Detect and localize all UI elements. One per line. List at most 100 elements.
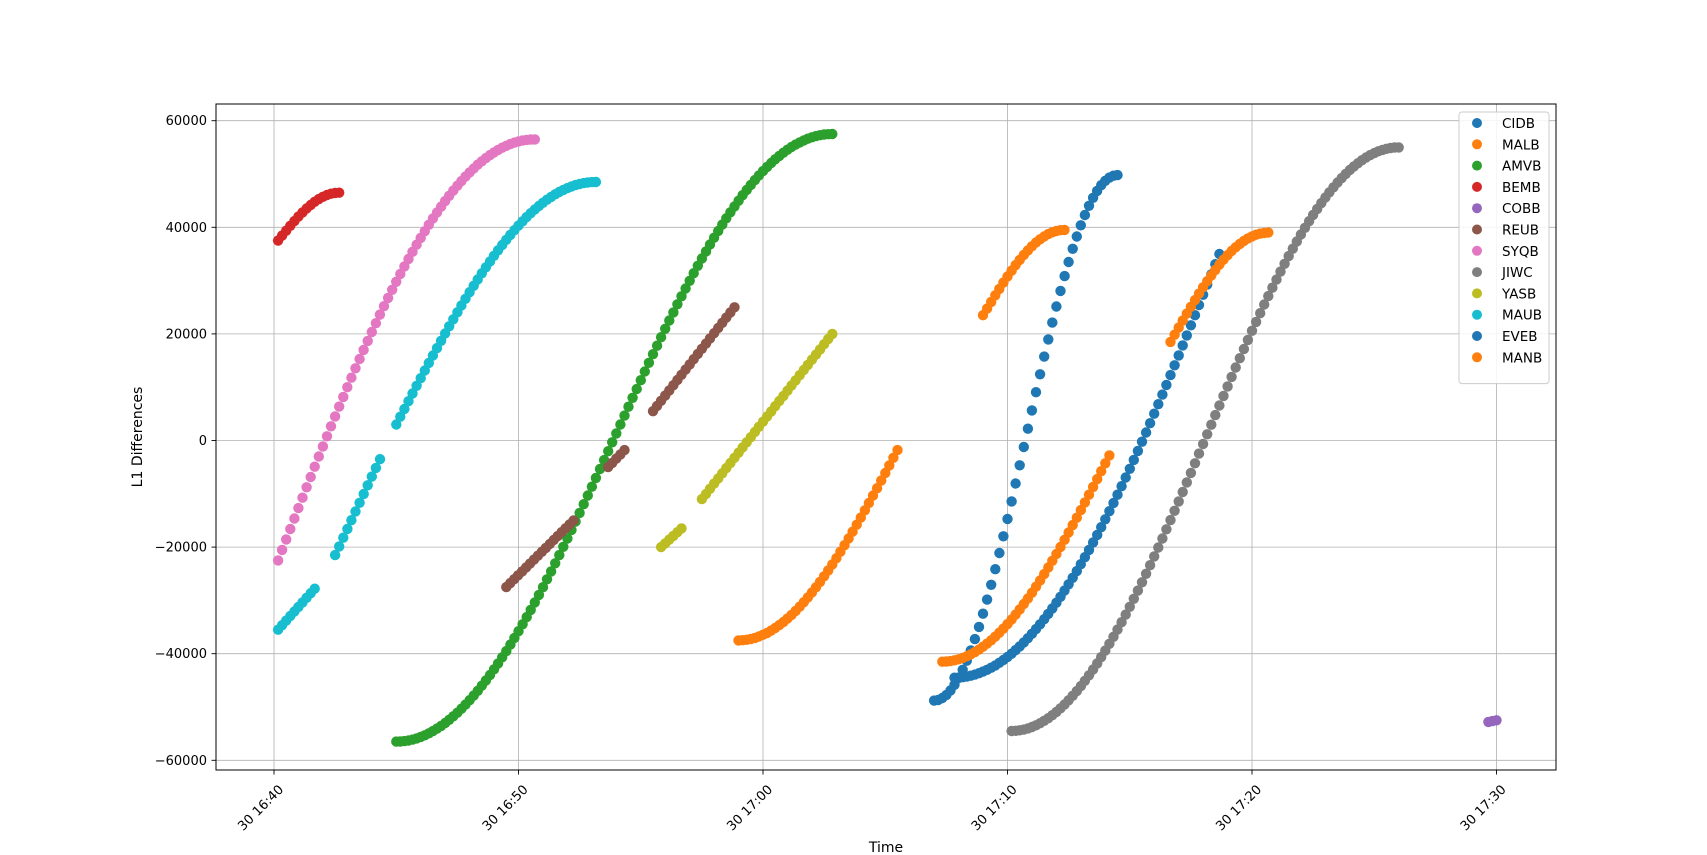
plot-area-frame bbox=[215, 103, 1557, 771]
data-point-jiwc bbox=[1206, 419, 1217, 430]
data-point-syqb bbox=[301, 482, 312, 493]
data-point-eveb bbox=[1112, 489, 1123, 500]
data-point-syqb bbox=[285, 523, 296, 535]
data-point-jiwc bbox=[1214, 400, 1225, 411]
data-point-amvb bbox=[594, 463, 606, 475]
legend-marker-bemb bbox=[1472, 181, 1482, 192]
legend-label-reub: REUB bbox=[1502, 223, 1539, 239]
data-point-eveb bbox=[1136, 436, 1148, 447]
data-point-reub bbox=[619, 444, 630, 456]
data-point-jiwc bbox=[1275, 266, 1286, 277]
data-point-eveb bbox=[1177, 340, 1188, 351]
data-point-amvb bbox=[676, 291, 687, 302]
data-point-syqb bbox=[366, 326, 377, 338]
legend: CIDB MALB AMVB BEMB COBB REUB SYQB JIWC YASB MAUB… bbox=[1458, 111, 1550, 385]
legend-marker-reub bbox=[1472, 224, 1482, 235]
data-point-cidb bbox=[1026, 405, 1038, 416]
data-point-syqb bbox=[281, 534, 292, 545]
legend-label-malb: MALB bbox=[1502, 137, 1540, 153]
data-point-jiwc bbox=[1279, 258, 1290, 269]
data-point-eveb bbox=[1100, 514, 1111, 525]
data-point-cidb bbox=[1039, 351, 1050, 362]
data-point-jiwc bbox=[1267, 282, 1278, 293]
legend-label-amvb: AMVB bbox=[1502, 159, 1541, 175]
data-point-syqb bbox=[309, 461, 320, 472]
legend-marker-cobb bbox=[1472, 203, 1482, 214]
data-point-maub bbox=[407, 388, 418, 399]
y-tick-label: 40000 bbox=[166, 221, 207, 236]
data-point-malb bbox=[888, 452, 899, 463]
data-point-jiwc bbox=[1124, 601, 1136, 612]
data-point-jiwc bbox=[1242, 334, 1254, 346]
data-point-manb bbox=[1083, 489, 1095, 500]
data-point-cidb bbox=[973, 621, 985, 633]
legend-marker-cidb bbox=[1472, 118, 1482, 128]
data-point-jiwc bbox=[1222, 381, 1233, 392]
legend-label-syqb: SYQB bbox=[1502, 244, 1539, 260]
data-point-jiwc bbox=[1238, 343, 1250, 355]
data-point-syqb bbox=[370, 318, 382, 329]
data-point-cidb bbox=[1051, 301, 1062, 312]
data-point-manb bbox=[1079, 497, 1091, 508]
data-point-amvb bbox=[574, 507, 585, 519]
data-point-jiwc bbox=[1185, 467, 1197, 479]
data-point-amvb bbox=[578, 499, 589, 510]
data-point-syqb bbox=[313, 451, 324, 462]
data-point-cidb bbox=[1034, 369, 1046, 380]
legend-marker-jiwc bbox=[1472, 267, 1482, 278]
data-point-syqb bbox=[387, 284, 398, 295]
data-point-manb bbox=[1075, 504, 1087, 516]
data-point-syqb bbox=[350, 363, 361, 374]
data-point-syqb bbox=[358, 344, 369, 356]
data-point-eveb bbox=[1144, 418, 1156, 429]
data-point-manb bbox=[1263, 227, 1274, 238]
data-point-maub bbox=[366, 471, 377, 482]
data-point-eveb bbox=[1157, 389, 1168, 400]
data-point-maub bbox=[403, 396, 414, 407]
data-point-eveb bbox=[1161, 379, 1172, 391]
data-point-yasb bbox=[827, 328, 838, 340]
legend-label-eveb: EVEB bbox=[1502, 329, 1538, 345]
data-point-jiwc bbox=[1161, 524, 1172, 535]
data-point-cidb bbox=[994, 547, 1005, 559]
data-point-maub bbox=[411, 380, 422, 391]
data-point-jiwc bbox=[1246, 325, 1258, 336]
data-point-syqb bbox=[395, 268, 406, 280]
data-point-eveb bbox=[1189, 310, 1201, 321]
data-point-jiwc bbox=[1271, 274, 1282, 285]
data-point-malb bbox=[892, 444, 903, 456]
data-point-syqb bbox=[529, 134, 540, 145]
data-point-cidb bbox=[1002, 513, 1013, 525]
data-point-cidb bbox=[1022, 423, 1034, 434]
data-point-jiwc bbox=[1128, 593, 1140, 604]
legend-marker-malb bbox=[1472, 139, 1482, 150]
data-point-syqb bbox=[374, 309, 386, 320]
data-point-manb bbox=[1096, 466, 1107, 477]
data-point-cidb bbox=[1018, 441, 1029, 453]
data-point-maub bbox=[395, 411, 406, 422]
data-point-bemb bbox=[334, 187, 345, 198]
data-point-cidb bbox=[1067, 243, 1078, 254]
legend-marker-yasb bbox=[1472, 288, 1482, 299]
data-point-amvb bbox=[643, 357, 655, 368]
data-point-cidb bbox=[1075, 220, 1087, 231]
legend-label-yasb: YASB bbox=[1501, 286, 1536, 302]
legend-label-maub: MAUB bbox=[1502, 308, 1542, 324]
data-point-jiwc bbox=[1210, 409, 1221, 421]
legend-label-manb: MANB bbox=[1502, 350, 1542, 366]
legend-label-jiwc: JIWC bbox=[1501, 265, 1533, 281]
data-point-syqb bbox=[391, 276, 402, 287]
data-point-jiwc bbox=[1255, 308, 1266, 319]
data-point-cidb bbox=[1071, 231, 1083, 242]
data-point-syqb bbox=[317, 441, 329, 452]
data-point-manb bbox=[1071, 512, 1083, 523]
data-point-amvb bbox=[827, 128, 838, 140]
data-point-amvb bbox=[631, 383, 642, 395]
legend-label-bemb: BEMB bbox=[1502, 180, 1541, 196]
data-point-cidb bbox=[1112, 169, 1123, 181]
data-point-amvb bbox=[664, 315, 675, 326]
data-point-reub bbox=[568, 515, 579, 526]
data-points bbox=[272, 128, 1502, 747]
data-point-amvb bbox=[545, 566, 557, 577]
x-axis-label: Time bbox=[868, 840, 903, 855]
